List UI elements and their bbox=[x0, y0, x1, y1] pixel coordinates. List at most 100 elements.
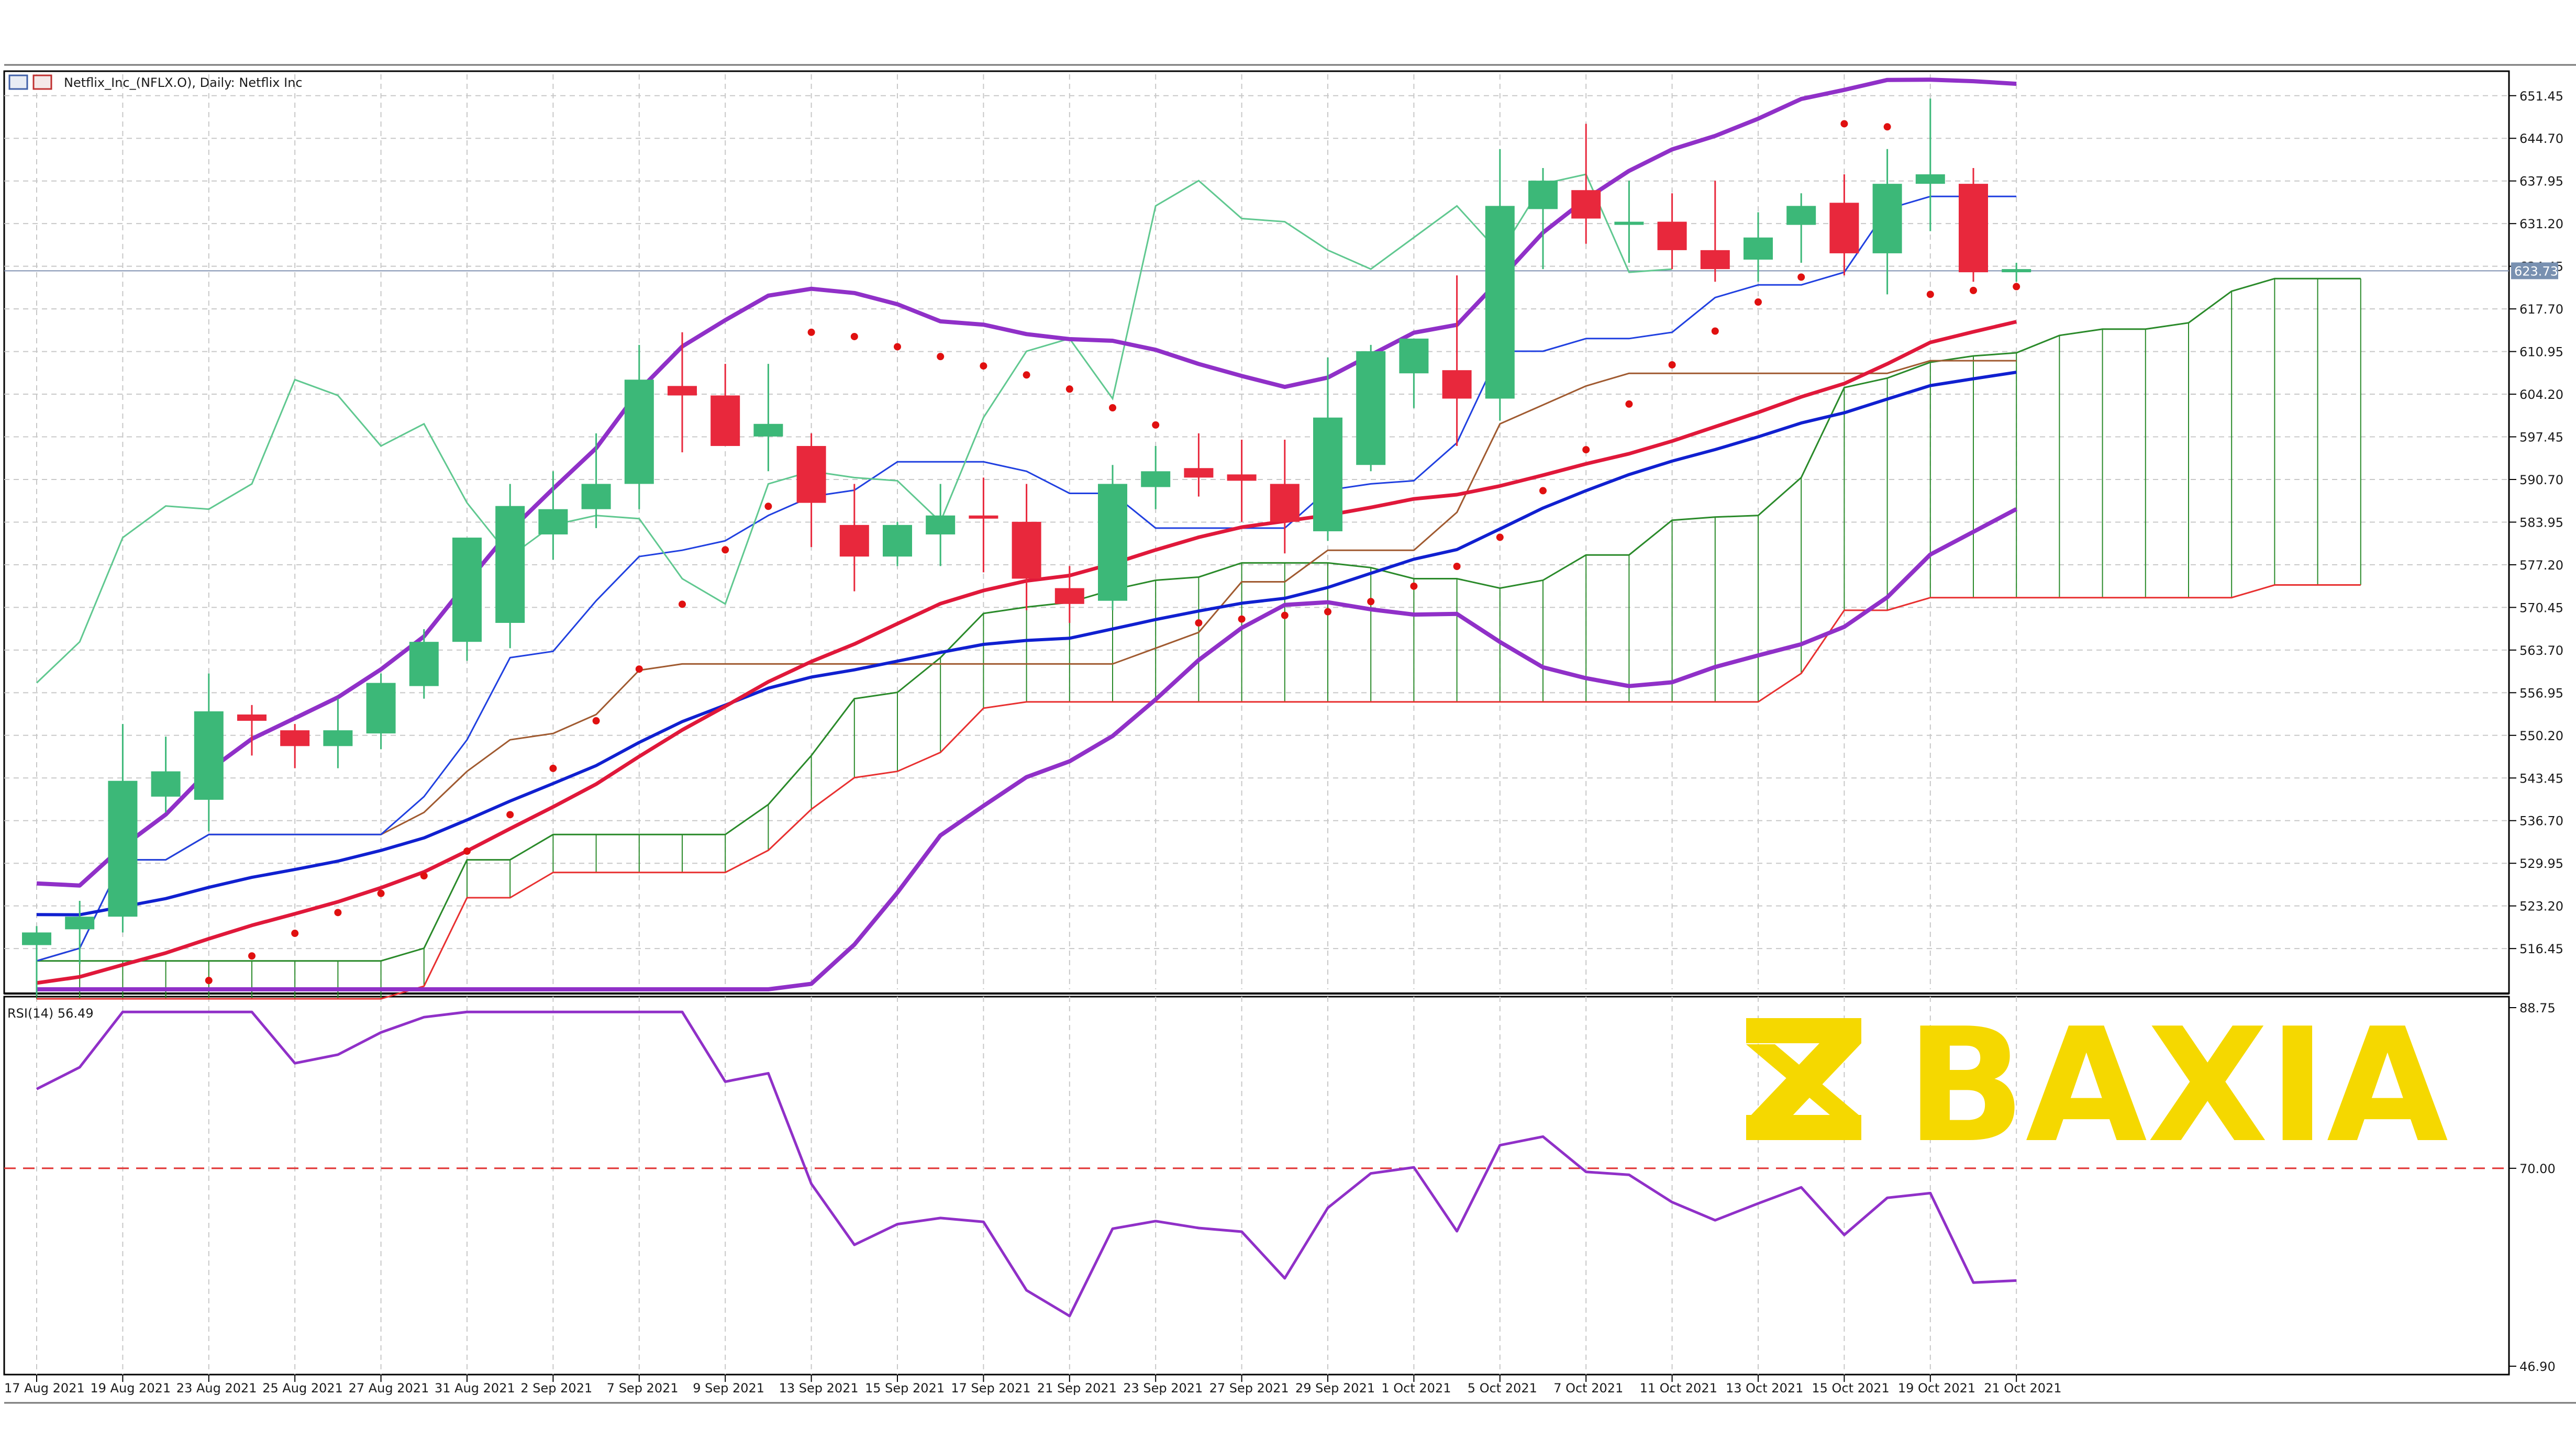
sar-dot bbox=[1410, 582, 1418, 590]
sar-dot bbox=[420, 872, 428, 880]
candle-body bbox=[1657, 221, 1687, 250]
time-tick-label: 19 Aug 2021 bbox=[90, 1381, 171, 1396]
sar-dot bbox=[291, 930, 299, 937]
candle-body bbox=[839, 524, 869, 557]
price-tick-label: 556.95 bbox=[2519, 686, 2563, 700]
time-tick-label: 29 Sep 2021 bbox=[1295, 1381, 1375, 1396]
sar-dot bbox=[1840, 120, 1848, 128]
candle-body bbox=[237, 714, 267, 721]
watermark-text: BAXIA bbox=[1906, 995, 2449, 1177]
rsi-tick-label: 88.75 bbox=[2519, 1001, 2556, 1015]
time-tick-label: 21 Sep 2021 bbox=[1037, 1381, 1117, 1396]
price-tick-label: 516.45 bbox=[2519, 942, 2563, 956]
sar-dot bbox=[1109, 404, 1116, 412]
candle-body bbox=[22, 932, 51, 945]
time-tick-label: 13 Sep 2021 bbox=[779, 1381, 859, 1396]
rsi-tick-label: 46.90 bbox=[2519, 1359, 2556, 1374]
sar-dot bbox=[937, 353, 945, 361]
price-tick-label: 631.20 bbox=[2519, 217, 2563, 231]
candle-body bbox=[2002, 269, 2031, 273]
price-tick-label: 577.20 bbox=[2519, 558, 2563, 573]
sar-dot bbox=[764, 503, 772, 510]
candle-body bbox=[1442, 370, 1472, 399]
main-panel-frame bbox=[3, 70, 2510, 995]
time-tick-label: 1 Oct 2021 bbox=[1381, 1381, 1451, 1396]
sar-dot bbox=[334, 909, 342, 917]
candle-body bbox=[366, 683, 396, 734]
rsi-line bbox=[36, 1010, 2017, 1318]
time-tick-label: 9 Sep 2021 bbox=[693, 1381, 764, 1396]
time-tick-label: 25 Aug 2021 bbox=[262, 1381, 343, 1396]
time-tick-label: 17 Aug 2021 bbox=[4, 1381, 85, 1396]
rsi-axis: 88.75 70.00 46.90 bbox=[2509, 1001, 2556, 1374]
time-tick-label: 13 Oct 2021 bbox=[1726, 1381, 1803, 1396]
time-tick-label: 7 Sep 2021 bbox=[607, 1381, 679, 1396]
sar-dot bbox=[1496, 533, 1504, 541]
sar-dot bbox=[679, 600, 686, 608]
time-tick-label: 21 Oct 2021 bbox=[1984, 1381, 2061, 1396]
sar-dot bbox=[1238, 615, 1246, 623]
rsi-indicator bbox=[4, 1010, 2509, 1318]
candle-body bbox=[1141, 471, 1171, 487]
indicator-lines bbox=[36, 77, 2018, 991]
sar-dot bbox=[1797, 273, 1805, 281]
current-price-tag bbox=[2511, 262, 2558, 280]
price-tick-label: 583.95 bbox=[2519, 515, 2563, 530]
sar-dot bbox=[205, 977, 213, 985]
rsi-tick-label: 70.00 bbox=[2519, 1162, 2556, 1176]
candle-body bbox=[1012, 521, 1041, 579]
sar-dot bbox=[1926, 291, 1934, 298]
ichimoku-cloud bbox=[36, 277, 2361, 1000]
time-tick-label: 2 Sep 2021 bbox=[520, 1381, 592, 1396]
candle-body bbox=[1786, 206, 1816, 225]
current-price-label: 623.73 bbox=[2514, 264, 2558, 278]
candle-body bbox=[1356, 351, 1386, 465]
price-tick-label: 543.45 bbox=[2519, 771, 2563, 786]
sar-dot bbox=[1195, 619, 1203, 627]
candle-body bbox=[1485, 206, 1515, 399]
candle-body bbox=[969, 515, 998, 519]
sar-dot bbox=[1711, 327, 1719, 335]
sar-dot bbox=[980, 362, 987, 370]
upper-band bbox=[36, 77, 2017, 888]
sar-dot bbox=[1023, 371, 1030, 379]
grid bbox=[4, 74, 2509, 1375]
time-tick-label: 7 Oct 2021 bbox=[1553, 1381, 1623, 1396]
senkou-span-b bbox=[37, 584, 2361, 1000]
candle-body bbox=[1614, 221, 1644, 225]
candle-body bbox=[624, 380, 654, 484]
candle-body bbox=[1270, 484, 1300, 522]
sar-dot bbox=[1625, 400, 1633, 408]
sar-dot bbox=[721, 546, 729, 554]
candle-body bbox=[1700, 250, 1730, 270]
time-tick-label: 31 Aug 2021 bbox=[435, 1381, 515, 1396]
rsi-label: RSI(14) 56.49 bbox=[7, 1006, 94, 1021]
candle-body bbox=[1399, 338, 1429, 374]
sar-dot bbox=[1367, 598, 1375, 606]
time-tick-label: 11 Oct 2021 bbox=[1640, 1381, 1717, 1396]
sar-dot bbox=[635, 665, 643, 673]
candle-body bbox=[1959, 184, 1988, 273]
senkou-span-a bbox=[37, 277, 2361, 962]
chart-title: Netflix_Inc_(NFLX.O), Daily: Netflix Inc bbox=[64, 75, 303, 90]
candle-body bbox=[753, 423, 783, 437]
candle-body bbox=[1528, 181, 1558, 209]
sar-dot bbox=[549, 764, 557, 772]
time-tick-label: 17 Sep 2021 bbox=[951, 1381, 1030, 1396]
tenkan-sen bbox=[36, 195, 2017, 962]
sar-dot bbox=[1539, 487, 1547, 495]
price-tick-label: 617.70 bbox=[2519, 302, 2563, 317]
time-tick-label: 5 Oct 2021 bbox=[1468, 1381, 1537, 1396]
price-tick-label: 523.20 bbox=[2519, 899, 2563, 914]
lower-band bbox=[37, 507, 2018, 991]
sar-dot bbox=[377, 889, 385, 897]
price-tick-label: 536.70 bbox=[2519, 814, 2563, 829]
candle-body bbox=[323, 730, 353, 746]
candle-body bbox=[926, 515, 956, 534]
sar-dot bbox=[592, 717, 600, 725]
rsi-panel-frame bbox=[3, 996, 2510, 1376]
candle-body bbox=[1184, 468, 1214, 478]
candle-body bbox=[1571, 190, 1601, 219]
sar-dot bbox=[894, 343, 901, 351]
